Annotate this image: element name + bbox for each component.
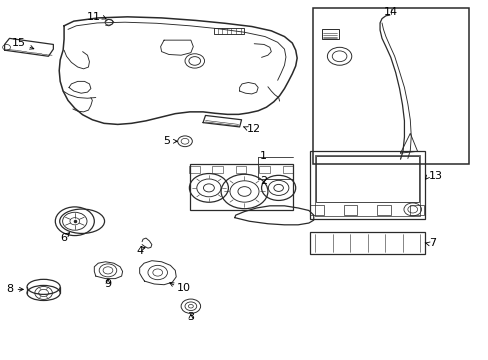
Bar (315, 155, 419, 216)
Bar (189, 164, 293, 211)
Bar (343, 205, 357, 215)
Bar (212, 166, 223, 173)
Bar (282, 166, 293, 173)
Text: 1: 1 (260, 150, 266, 161)
Text: 3: 3 (187, 312, 194, 322)
Text: 11: 11 (87, 12, 101, 22)
Text: 15: 15 (12, 38, 26, 48)
Text: 12: 12 (246, 124, 261, 134)
Text: 6: 6 (61, 233, 67, 243)
Bar (409, 205, 423, 215)
Bar (259, 166, 269, 173)
Text: 5: 5 (163, 136, 170, 146)
Bar (312, 8, 468, 164)
Text: 8: 8 (6, 284, 13, 294)
Text: 10: 10 (177, 283, 191, 293)
Text: 14: 14 (383, 7, 397, 17)
Bar (310, 151, 424, 220)
Text: 13: 13 (428, 171, 442, 181)
Bar (376, 205, 390, 215)
Bar (321, 29, 338, 40)
Text: 9: 9 (104, 279, 111, 289)
Bar (310, 205, 324, 215)
Text: 4: 4 (136, 246, 143, 256)
Text: 7: 7 (428, 238, 435, 248)
Bar (188, 166, 199, 173)
Bar (316, 156, 418, 202)
Bar (310, 232, 424, 253)
Text: 2: 2 (260, 176, 266, 186)
Bar (235, 166, 246, 173)
